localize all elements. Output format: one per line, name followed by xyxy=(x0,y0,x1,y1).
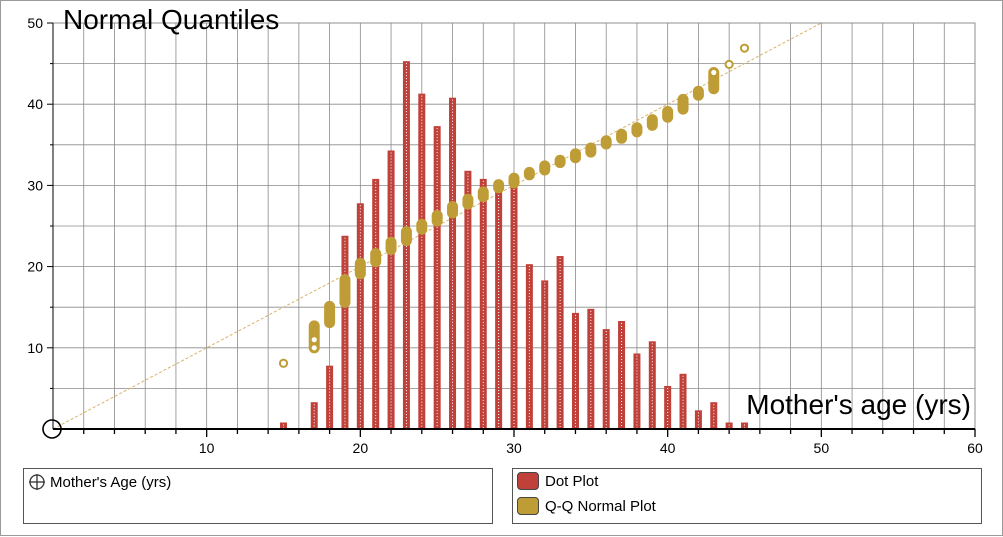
chart-title: Normal Quantiles xyxy=(63,4,279,35)
qq-point xyxy=(616,128,628,144)
qq-point xyxy=(724,59,734,70)
qq-point xyxy=(385,236,397,256)
qq-point xyxy=(677,93,689,115)
dot-plot-bar xyxy=(341,235,349,429)
qq-point xyxy=(739,43,750,53)
x-tick-label: 30 xyxy=(506,440,522,456)
y-tick-label: 40 xyxy=(27,96,43,112)
dot-plot-bar xyxy=(648,341,656,429)
dot-plot-bar xyxy=(525,264,533,429)
qq-point xyxy=(631,122,643,138)
dot-plot-bar xyxy=(326,365,334,429)
dot-plot-bar xyxy=(510,187,518,429)
dot-plot-bar xyxy=(694,410,702,429)
dot-plot-bar xyxy=(725,422,733,429)
qq-plot-swatch xyxy=(517,497,539,515)
axes xyxy=(47,22,976,437)
qq-point xyxy=(447,201,459,219)
qq-point xyxy=(431,209,443,227)
qq-plot-layer xyxy=(278,43,750,368)
legend-item-label: Q-Q Normal Plot xyxy=(545,497,656,515)
qq-point-hollow xyxy=(309,335,319,345)
qq-point xyxy=(539,160,551,176)
dot-plot-bar xyxy=(587,308,595,429)
origin-handle[interactable] xyxy=(42,419,62,439)
dot-plot-bar xyxy=(679,373,687,429)
legend-item-label: Dot Plot xyxy=(545,472,599,490)
qq-point-hollow xyxy=(309,343,319,353)
y-tick-label: 10 xyxy=(27,340,43,356)
tick-labels: 10 20 30 40 50 10 20 30 40 50 60 xyxy=(27,15,983,456)
dot-plot-bar xyxy=(449,97,457,429)
qq-point xyxy=(416,218,428,235)
dot-plot-bar xyxy=(664,385,672,429)
qq-point xyxy=(370,248,382,268)
dot-plot-bar xyxy=(310,402,318,429)
y-tick-label: 50 xyxy=(27,15,43,31)
qq-point xyxy=(354,257,366,280)
qq-point xyxy=(585,142,597,158)
qq-point xyxy=(278,358,289,368)
crosshair-target-icon xyxy=(29,474,45,490)
x-tick-label: 10 xyxy=(199,440,215,456)
dot-plot-bar xyxy=(464,170,472,429)
qq-point xyxy=(554,154,566,169)
qq-point xyxy=(600,135,612,150)
dot-plot-bar xyxy=(710,402,718,429)
legend-item-qq-plot[interactable]: Q-Q Normal Plot xyxy=(517,495,656,517)
dot-plot-swatch xyxy=(517,472,539,490)
attribute-row[interactable]: Mother's Age (yrs) xyxy=(28,471,171,493)
x-tick-label: 50 xyxy=(814,440,830,456)
x-tick-label: 40 xyxy=(660,440,676,456)
qq-point xyxy=(508,172,520,189)
attribute-legend: Mother's Age (yrs) xyxy=(23,468,493,524)
qq-point xyxy=(493,179,505,194)
y-tick-label: 20 xyxy=(27,259,43,275)
qq-point xyxy=(569,148,581,164)
qq-point xyxy=(400,226,412,247)
qq-point xyxy=(662,106,674,123)
dot-plot-bar xyxy=(387,150,395,429)
qq-point-hollow xyxy=(709,67,719,78)
x-tick-label: 60 xyxy=(967,440,983,456)
dot-plot-bar xyxy=(741,422,748,429)
dot-plot-bar xyxy=(633,353,641,429)
x-axis-title: Mother's age (yrs) xyxy=(746,389,971,420)
dot-plot-bar xyxy=(495,187,503,429)
x-tick-label: 20 xyxy=(353,440,369,456)
dot-plot-bar xyxy=(571,312,579,429)
qq-point xyxy=(523,166,535,181)
qq-point xyxy=(692,85,704,101)
qq-point xyxy=(339,274,351,308)
qq-point xyxy=(324,300,336,329)
series-legend: Dot Plot Q-Q Normal Plot xyxy=(512,468,982,524)
attribute-label: Mother's Age (yrs) xyxy=(50,473,172,491)
qq-point xyxy=(462,193,474,210)
dot-plot-bar xyxy=(356,203,364,429)
dot-plot-bar xyxy=(433,126,441,430)
qq-point xyxy=(477,186,489,203)
legend-item-dot-plot[interactable]: Dot Plot xyxy=(517,470,598,492)
y-tick-label: 30 xyxy=(27,177,43,193)
qq-point xyxy=(646,114,658,131)
dot-plot-bar xyxy=(280,422,287,429)
dot-plot-bar xyxy=(602,329,610,429)
